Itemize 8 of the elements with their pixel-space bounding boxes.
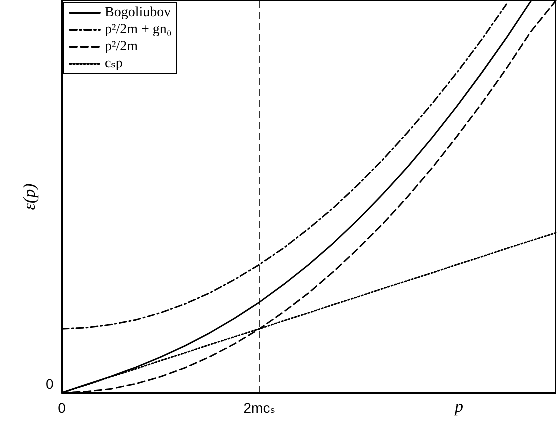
legend-label: p²/2m — [105, 40, 138, 54]
legend-label: p²/2m + gn₀ — [105, 22, 172, 38]
legend-label: cₛp — [105, 56, 123, 72]
text: 0 — [46, 376, 54, 392]
x-axis-title: p — [454, 397, 464, 416]
x-tick-label: 2mcₛ — [244, 400, 276, 416]
y-axis-title: ε(p) — [20, 183, 39, 210]
legend-label: Bogoliubov — [105, 6, 172, 20]
